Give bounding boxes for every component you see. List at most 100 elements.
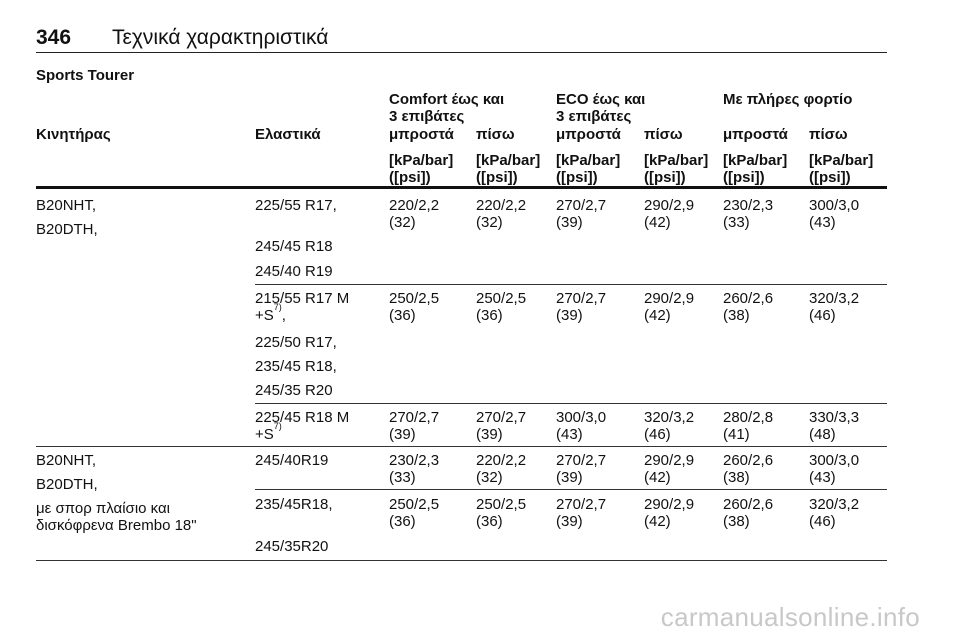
pressure-value: 270/2,7 (39) <box>556 496 606 530</box>
pressure-kpa-bar: 320/3,2 <box>809 496 860 513</box>
pressure-value: 260/2,6 (38) <box>723 496 773 530</box>
watermark: carmanualsonline.info <box>660 602 920 632</box>
tyre-size: 235/45 R18, <box>255 358 337 375</box>
pressure-psi: (39) <box>556 214 583 231</box>
pressure-kpa-bar: 230/2,3 <box>389 452 440 469</box>
tyre-size: 245/45 R18 <box>255 238 333 255</box>
tyre-ms-label: +S <box>255 307 274 324</box>
pressure-kpa-bar: 250/2,5 <box>476 496 527 513</box>
pressure-value: 250/2,5 (36) <box>389 496 439 530</box>
group-eco: ECO έως και 3 επιβάτες <box>556 91 645 125</box>
pressure-psi: (36) <box>476 307 503 324</box>
pressure-kpa-bar: 330/3,3 <box>809 409 860 426</box>
column-eco-rear: πίσω <box>644 126 683 143</box>
column-engine: Κινητήρας <box>36 126 111 143</box>
pressure-value: 320/3,2 (46) <box>644 409 694 443</box>
pressure-psi: (39) <box>556 307 583 324</box>
pressure-kpa-bar: 290/2,9 <box>644 452 695 469</box>
pressure-kpa-bar: 260/2,6 <box>723 290 774 307</box>
pressure-psi: (36) <box>389 307 416 324</box>
column-full-rear: πίσω <box>809 126 848 143</box>
column-tyres: Ελαστικά <box>255 126 321 143</box>
pressure-psi: (42) <box>644 513 671 530</box>
pressure-psi: (42) <box>644 307 671 324</box>
pressure-psi: (46) <box>809 513 836 530</box>
table-bottom-rule <box>36 560 887 561</box>
column-comfort-rear: πίσω <box>476 126 515 143</box>
pressure-value: 220/2,2 (32) <box>476 197 526 231</box>
group-eco-line2: 3 επιβάτες <box>556 108 632 125</box>
pressure-kpa-bar: 220/2,2 <box>476 452 527 469</box>
pressure-kpa-bar: 270/2,7 <box>556 496 607 513</box>
pressure-value: 260/2,6 (38) <box>723 290 773 324</box>
engine-name: B20NHT, <box>36 452 97 469</box>
unit-psi: ([psi]) <box>476 169 518 186</box>
unit-header: [kPa/bar] ([psi]) <box>476 152 540 186</box>
column-full-front: μπροστά <box>723 126 788 143</box>
pressure-kpa-bar: 300/3,0 <box>809 197 860 214</box>
pressure-value: 230/2,3 (33) <box>723 197 773 231</box>
pressure-psi: (33) <box>389 469 416 486</box>
pressure-kpa-bar: 260/2,6 <box>723 452 774 469</box>
header-rule <box>36 186 887 189</box>
engine-name: B20DTH, <box>36 221 98 238</box>
tyre-size-line2: +S7) <box>255 422 349 444</box>
footnote-ref: 7) <box>273 421 282 431</box>
pressure-psi: (48) <box>809 426 836 443</box>
pressure-psi: (39) <box>389 426 416 443</box>
pressure-kpa-bar: 270/2,7 <box>556 452 607 469</box>
tyre-size: 245/40 R19 <box>255 263 333 280</box>
pressure-value: 290/2,9 (42) <box>644 197 694 231</box>
pressure-kpa-bar: 280/2,8 <box>723 409 774 426</box>
pressure-kpa-bar: 260/2,6 <box>723 496 774 513</box>
group-comfort: Comfort έως και 3 επιβάτες <box>389 91 504 125</box>
pressure-kpa-bar: 220/2,2 <box>389 197 440 214</box>
tyre-size: 245/40R19 <box>255 452 329 469</box>
unit-kpa-bar: [kPa/bar] <box>556 152 621 169</box>
pressure-value: 250/2,5 (36) <box>389 290 439 324</box>
pressure-value: 270/2,7 (39) <box>389 409 439 443</box>
row-divider <box>255 284 887 285</box>
page-header: 346 Τεχνικά χαρακτηριστικά <box>36 22 887 53</box>
pressure-psi: (38) <box>723 469 750 486</box>
group-eco-line1: ECO έως και <box>556 91 646 108</box>
column-eco-front: μπροστά <box>556 126 621 143</box>
pressure-psi: (39) <box>556 513 583 530</box>
pressure-value: 320/3,2 (46) <box>809 290 859 324</box>
unit-psi: ([psi]) <box>556 169 598 186</box>
pressure-psi: (39) <box>556 469 583 486</box>
pressure-value: 290/2,9 (42) <box>644 496 694 530</box>
pressure-psi: (42) <box>644 469 671 486</box>
pressure-psi: (41) <box>723 426 750 443</box>
page-number: 346 <box>36 26 72 49</box>
tyre-size: 245/35 R20 <box>255 382 333 399</box>
pressure-value: 230/2,3 (33) <box>389 452 439 486</box>
group-comfort-line2: 3 επιβάτες <box>389 108 465 125</box>
tyre-size: 235/45R18, <box>255 496 333 513</box>
pressure-value: 320/3,2 (46) <box>809 496 859 530</box>
pressure-psi: (39) <box>476 426 503 443</box>
section-title: Sports Tourer <box>36 67 135 84</box>
pressure-value: 290/2,9 (42) <box>644 452 694 486</box>
pressure-psi: (32) <box>476 469 503 486</box>
pressure-kpa-bar: 320/3,2 <box>809 290 860 307</box>
row-divider <box>255 489 887 490</box>
footnote-ref: 7) <box>273 302 282 312</box>
pressure-psi: (43) <box>809 214 836 231</box>
pressure-psi: (46) <box>809 307 836 324</box>
pressure-value: 270/2,7 (39) <box>556 452 606 486</box>
pressure-value: 300/3,0 (43) <box>809 452 859 486</box>
engine-name: B20DTH, <box>36 476 98 493</box>
pressure-psi: (43) <box>809 469 836 486</box>
pressure-psi: (42) <box>644 214 671 231</box>
unit-kpa-bar: [kPa/bar] <box>476 152 541 169</box>
pressure-psi: (32) <box>476 214 503 231</box>
pressure-value: 220/2,2 (32) <box>476 452 526 486</box>
row-divider <box>255 403 887 404</box>
pressure-kpa-bar: 250/2,5 <box>389 496 440 513</box>
pressure-value: 280/2,8 (41) <box>723 409 773 443</box>
pressure-psi: (38) <box>723 513 750 530</box>
pressure-kpa-bar: 230/2,3 <box>723 197 774 214</box>
unit-header: [kPa/bar] ([psi]) <box>556 152 620 186</box>
unit-psi: ([psi]) <box>809 169 851 186</box>
